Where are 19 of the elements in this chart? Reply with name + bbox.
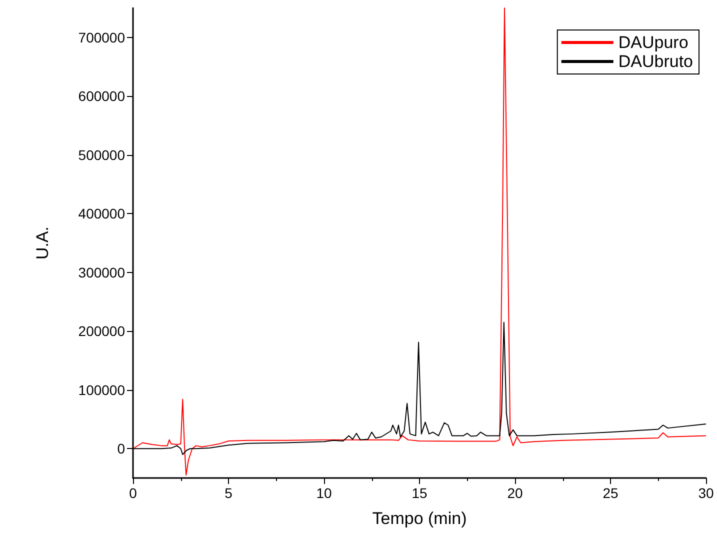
x-tick-label: 10 [316,485,332,501]
x-tick-label: 15 [412,485,428,501]
y-tick-label: 200000 [78,323,126,340]
x-axis-title: Tempo (min) [372,509,467,528]
y-tick-label: 100000 [78,382,126,398]
x-tick-label: 0 [129,485,138,501]
y-tick-label: 600000 [78,88,126,104]
legend-label: DAUbruto [618,52,693,71]
legend-label: DAUpuro [618,33,688,52]
y-tick-label: 400000 [78,206,126,222]
y-axis-title: U.A. [33,226,52,260]
x-tick-label: 20 [507,485,523,501]
x-tick-label: 5 [224,485,233,501]
y-tick-label: 300000 [78,264,126,280]
y-tick-label: 700000 [78,29,126,46]
y-tick-label: 0 [117,440,126,457]
x-tick-label: 25 [602,485,618,501]
y-tick-label: 500000 [78,146,126,163]
x-tick-label: 30 [698,485,714,501]
